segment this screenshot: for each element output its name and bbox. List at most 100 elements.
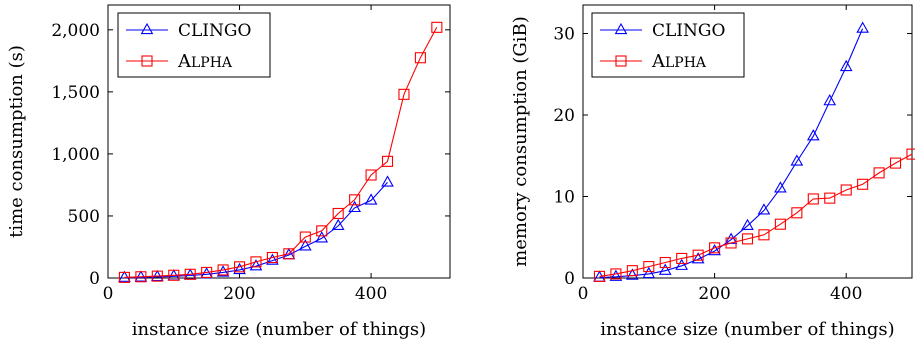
data-point	[675, 258, 689, 270]
data-point	[823, 94, 837, 106]
data-point	[233, 262, 246, 275]
series-clingo	[118, 175, 394, 282]
data-point	[642, 266, 656, 279]
plot-frame	[582, 4, 913, 279]
data-point	[725, 237, 737, 249]
data-point	[643, 261, 655, 273]
data-point	[593, 270, 606, 282]
data-point	[331, 218, 345, 231]
data-point	[315, 231, 329, 243]
data-point	[216, 265, 230, 277]
data-point	[774, 181, 787, 193]
legend-marker	[614, 22, 628, 35]
x-tick-label: 200	[223, 284, 255, 304]
series-alpha	[593, 148, 915, 282]
data-point	[658, 263, 672, 275]
data-point	[840, 184, 852, 196]
data-point	[365, 169, 377, 181]
series-line	[599, 28, 864, 279]
data-point	[758, 229, 770, 241]
data-point	[249, 259, 263, 271]
data-point	[691, 252, 705, 264]
legend-marker	[141, 55, 153, 67]
legend-label: ALPHA	[177, 51, 233, 72]
legend-marker	[615, 55, 627, 67]
legend: CLINGO ALPHA	[591, 12, 745, 78]
series-line	[124, 182, 388, 279]
data-point	[659, 256, 671, 269]
x-tick-label: 0	[103, 284, 114, 304]
data-point	[364, 193, 378, 205]
data-point	[332, 207, 344, 220]
y-tick-label: 0	[89, 269, 100, 289]
legend-marker	[140, 22, 154, 35]
x-tick-label: 400	[830, 284, 862, 304]
y-axis-label: time consumption (s)	[6, 45, 27, 238]
data-point	[201, 266, 213, 278]
x-tick-label: 400	[355, 284, 387, 304]
data-point	[856, 21, 869, 33]
legend-entry: CLINGO	[600, 21, 725, 41]
data-point	[250, 256, 262, 268]
data-point	[839, 59, 853, 72]
y-tick-label: 20	[553, 106, 575, 126]
data-point	[381, 175, 394, 187]
data-point	[118, 270, 131, 282]
time-chart: 0 200 400 0 500 1,000 1,500 2,000 instance size …	[6, 4, 451, 340]
data-point	[593, 270, 606, 282]
x-axis-label: instance size (number of things)	[132, 319, 426, 340]
x-tick-label: 200	[698, 284, 730, 304]
series-clingo	[593, 21, 869, 282]
data-point	[283, 248, 295, 260]
legend-entry: CLINGO	[126, 21, 251, 41]
data-point	[791, 207, 803, 219]
data-point	[824, 192, 836, 204]
data-point	[381, 155, 394, 167]
data-point	[135, 271, 147, 283]
data-point	[348, 200, 361, 213]
x-tick-label: 0	[578, 284, 589, 304]
data-point	[316, 225, 328, 237]
x-axis-label: instance size (number of things)	[600, 319, 894, 340]
plot-frame	[107, 4, 451, 279]
data-point	[708, 243, 721, 256]
data-point	[398, 88, 410, 100]
data-point	[889, 157, 902, 169]
data-point	[806, 129, 820, 141]
data-point	[906, 148, 915, 160]
data-point	[349, 194, 361, 206]
y-tick-label: 0	[564, 269, 575, 289]
y-tick-label: 1,000	[51, 145, 100, 165]
data-point	[414, 52, 426, 64]
series-alpha	[118, 21, 443, 283]
legend-label: ALPHA	[651, 51, 707, 72]
data-point	[184, 268, 196, 280]
legend-entry: ALPHA	[126, 51, 233, 72]
data-point	[676, 252, 688, 264]
data-point	[151, 270, 163, 282]
data-point	[118, 271, 130, 283]
data-point	[757, 203, 771, 215]
data-point	[298, 239, 312, 251]
data-point	[807, 193, 819, 205]
series-line	[599, 153, 913, 277]
data-point	[266, 253, 279, 265]
data-point	[774, 218, 786, 230]
data-point	[873, 167, 885, 179]
data-point	[609, 269, 623, 281]
data-point	[857, 178, 869, 190]
data-point	[626, 265, 638, 277]
data-point	[266, 251, 278, 264]
y-tick-label: 500	[68, 207, 100, 227]
y-tick-label: 2,000	[51, 21, 100, 41]
data-point	[168, 269, 180, 281]
legend-label: CLINGO	[178, 21, 251, 41]
data-point	[790, 154, 804, 166]
data-point	[610, 268, 622, 280]
y-tick-label: 30	[553, 25, 575, 45]
legend-entry: ALPHA	[600, 51, 707, 72]
data-point	[431, 21, 443, 33]
data-point	[709, 242, 721, 254]
data-point	[741, 218, 754, 230]
